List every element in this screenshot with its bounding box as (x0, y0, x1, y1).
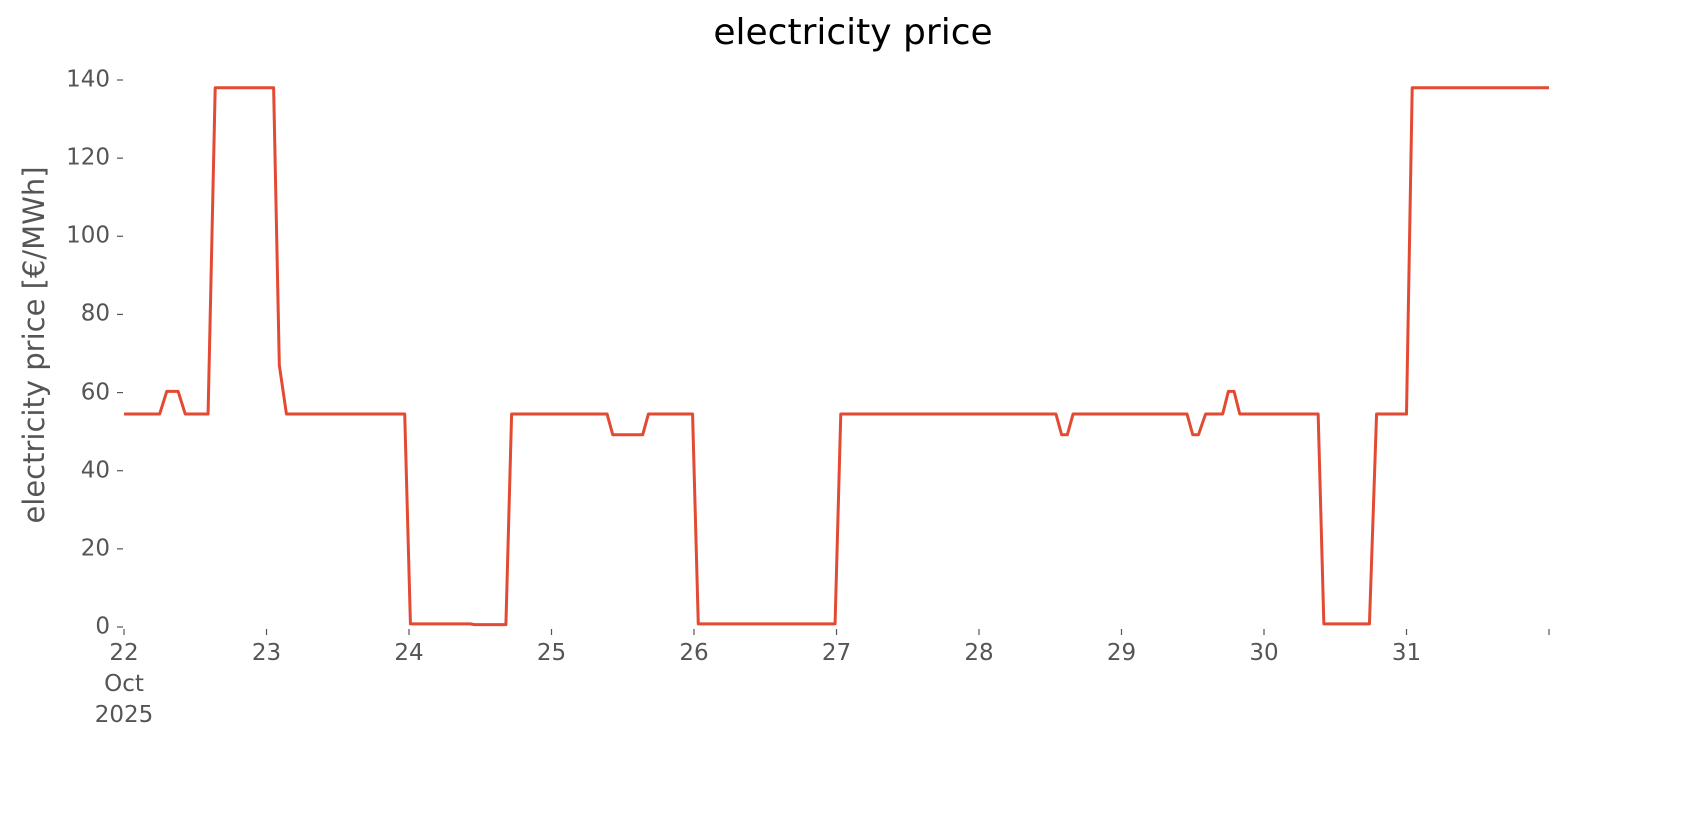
x-tick-label: 31 (1391, 640, 1422, 666)
x-tick-label: 25 (536, 640, 567, 666)
y-tick-label: 140 (66, 66, 110, 93)
y-tick-label: 100 (66, 222, 110, 249)
x-tick-label: 28 (964, 640, 994, 666)
chart-title: electricity price (713, 12, 993, 53)
y-axis-label: electricity price [€/MWh] (17, 166, 51, 524)
y-tick-label: 40 (80, 457, 110, 484)
x-tick-label: 23 (251, 640, 282, 666)
y-tick-label: 60 (80, 379, 110, 406)
y-tick-label: 20 (80, 535, 110, 562)
price-line (124, 86, 1549, 627)
x-tick-label: 22 Oct 2025 (94, 640, 154, 728)
x-tick-label: 26 (679, 640, 709, 666)
y-tick-label: 120 (66, 144, 110, 171)
x-tick-label: 24 (394, 640, 424, 666)
x-tick-label: 27 (821, 640, 852, 666)
x-tick-label: 29 (1106, 640, 1137, 666)
x-tick-label: 30 (1249, 640, 1279, 666)
y-tick-label: 80 (80, 300, 110, 327)
y-tick-label: 0 (95, 613, 110, 640)
